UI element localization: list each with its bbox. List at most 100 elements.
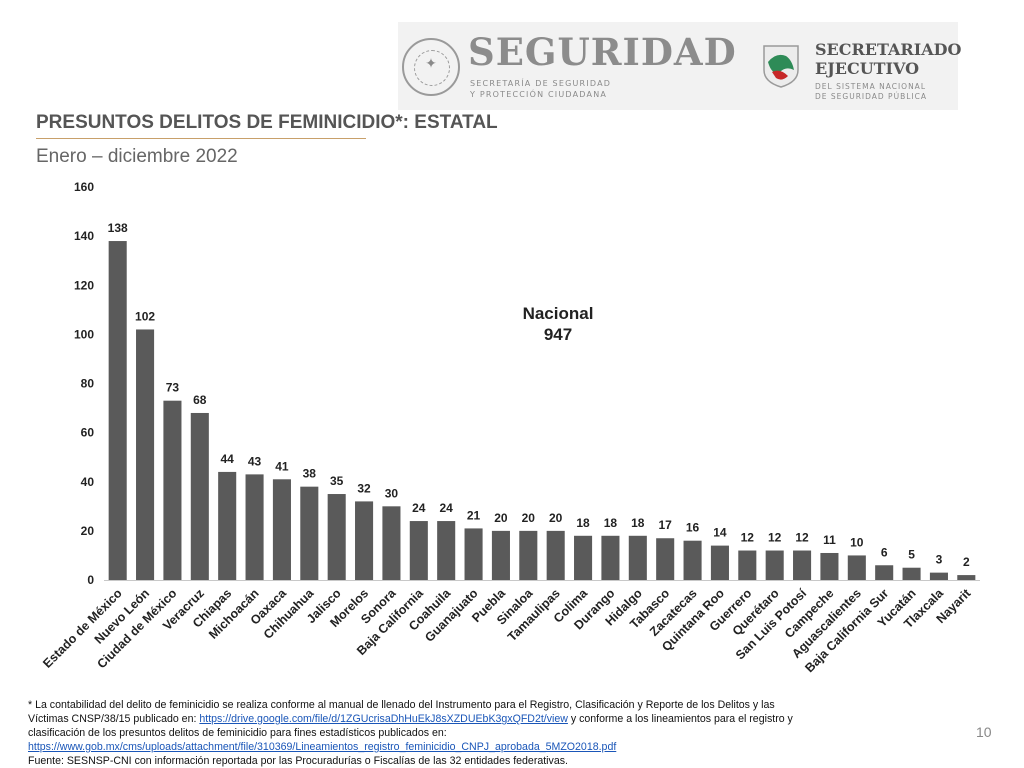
value-label-2: 73	[166, 381, 180, 395]
value-label-22: 14	[713, 526, 727, 540]
bar-6	[272, 479, 291, 580]
value-label-11: 24	[412, 501, 426, 515]
bar-4	[218, 471, 237, 580]
footnote-source: Fuente: SESNSP-CNI con información repor…	[28, 755, 568, 767]
value-label-15: 20	[522, 511, 536, 525]
bar-9	[355, 501, 374, 580]
y-tick-label-3: 60	[81, 426, 95, 440]
y-tick-label-2: 40	[81, 475, 95, 489]
value-label-29: 5	[908, 548, 915, 562]
bar-13	[464, 528, 483, 580]
bar-18	[601, 535, 620, 580]
footnote-line4: https://www.gob.mx/cms/uploads/attachmen…	[28, 740, 948, 754]
value-label-6: 41	[275, 459, 289, 473]
footnote-line1: * La contabilidad del delito de feminici…	[28, 699, 775, 711]
value-label-4: 44	[221, 452, 235, 466]
value-label-14: 20	[494, 511, 508, 525]
bar-21	[683, 540, 702, 580]
bar-11	[409, 521, 428, 580]
bar-15	[519, 530, 538, 580]
value-label-23: 12	[741, 531, 755, 545]
y-tick-label-1: 20	[81, 524, 95, 538]
manual-link[interactable]: https://drive.google.com/file/d/1ZGUcris…	[199, 713, 568, 725]
bar-31	[957, 575, 976, 580]
bar-19	[628, 535, 647, 580]
brand-subtitle: SECRETARÍA DE SEGURIDAD Y PROTECCIÓN CIU…	[470, 79, 612, 99]
value-label-9: 32	[357, 481, 371, 495]
bar-27	[847, 555, 866, 580]
page-subtitle: Enero – diciembre 2022	[36, 146, 238, 167]
bar-7	[300, 486, 319, 580]
secretariado-title: SECRETARIADO EJECUTIVO	[815, 40, 962, 78]
value-label-28: 6	[881, 545, 888, 559]
brand-title: SEGURIDAD	[468, 30, 737, 74]
value-label-30: 3	[936, 553, 943, 567]
bar-16	[546, 530, 565, 580]
value-label-1: 102	[135, 309, 155, 323]
bar-14	[491, 530, 510, 580]
national-total: Nacional 947	[498, 303, 618, 345]
bar-24	[765, 550, 784, 580]
national-total-label: Nacional	[522, 304, 594, 323]
bar-26	[820, 552, 839, 580]
value-label-7: 38	[303, 467, 317, 481]
value-label-17: 18	[576, 516, 590, 530]
bar-29	[902, 567, 921, 580]
y-tick-label-5: 100	[74, 327, 94, 341]
bar-3	[190, 412, 209, 580]
footnote-line2: Víctimas CNSP/38/15 publicado en: https:…	[28, 713, 793, 725]
bar-10	[382, 506, 401, 580]
bar-20	[656, 538, 675, 580]
value-label-13: 21	[467, 508, 481, 522]
bar-12	[437, 521, 456, 580]
bar-23	[738, 550, 757, 580]
value-label-10: 30	[385, 486, 399, 500]
y-tick-label-8: 160	[74, 180, 94, 194]
y-tick-label-0: 0	[87, 573, 94, 587]
bar-22	[710, 545, 729, 580]
value-label-24: 12	[768, 531, 782, 545]
bar-25	[793, 550, 812, 580]
bar-5	[245, 474, 264, 580]
y-tick-label-7: 140	[74, 229, 94, 243]
value-label-26: 11	[823, 533, 836, 547]
value-label-12: 24	[440, 501, 454, 515]
value-label-3: 68	[193, 393, 207, 407]
bar-30	[929, 572, 948, 580]
y-tick-label-6: 120	[74, 278, 94, 292]
value-label-31: 2	[963, 555, 970, 569]
bar-17	[574, 535, 593, 580]
y-tick-label-4: 80	[81, 377, 95, 391]
bars-group	[108, 241, 976, 580]
national-total-value: 947	[543, 325, 573, 344]
bar-2	[163, 400, 182, 580]
value-label-8: 35	[330, 474, 344, 488]
page-number: 10	[976, 724, 992, 740]
header-logo-band	[398, 22, 958, 110]
value-label-21: 16	[686, 521, 700, 535]
value-label-0: 138	[108, 221, 128, 235]
secretariado-shield-icon	[763, 45, 799, 88]
value-label-27: 10	[850, 535, 864, 549]
value-label-20: 17	[659, 518, 673, 532]
footnote: * La contabilidad del delito de feminici…	[28, 698, 948, 768]
value-label-25: 12	[795, 531, 809, 545]
bar-0	[108, 241, 127, 580]
bar-8	[327, 494, 346, 580]
value-label-5: 43	[248, 454, 262, 468]
footnote-line3: clasificación de los presuntos delitos d…	[28, 727, 447, 739]
bar-28	[875, 565, 894, 580]
value-label-16: 20	[549, 511, 563, 525]
y-axis: 0 20 40 60 80 100 120 140 160	[74, 180, 94, 587]
guidelines-link[interactable]: https://www.gob.mx/cms/uploads/attachmen…	[28, 741, 617, 753]
title-divider	[36, 138, 366, 139]
value-label-19: 18	[631, 516, 645, 530]
value-label-18: 18	[604, 516, 618, 530]
coat-of-arms-seal-icon: ✦	[402, 38, 460, 96]
page-title: PRESUNTOS DELITOS DE FEMINICIDIO*: ESTAT…	[36, 112, 498, 133]
secretariado-subtitle: DEL SISTEMA NACIONAL DE SEGURIDAD PÚBLIC…	[815, 82, 927, 101]
bar-1	[136, 329, 155, 580]
